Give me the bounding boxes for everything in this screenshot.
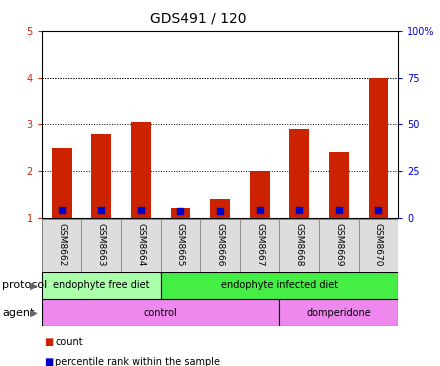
Text: GSM8667: GSM8667 [255, 223, 264, 266]
Bar [279, 219, 319, 272]
Bar [161, 219, 200, 272]
Bar [210, 199, 230, 218]
Text: GSM8666: GSM8666 [216, 223, 224, 266]
Bar [81, 219, 121, 272]
Text: endophyte free diet: endophyte free diet [53, 280, 150, 291]
Text: ▶: ▶ [30, 280, 38, 291]
Bar [359, 219, 398, 272]
Point [98, 207, 105, 213]
Bar [249, 171, 269, 218]
Bar [200, 219, 240, 272]
Text: ▶: ▶ [30, 307, 38, 318]
Bar [319, 219, 359, 272]
Bar [170, 208, 190, 218]
Text: GSM8668: GSM8668 [295, 223, 304, 266]
Bar [329, 152, 349, 218]
Text: GSM8665: GSM8665 [176, 223, 185, 266]
Text: protocol: protocol [2, 280, 48, 291]
Text: count: count [55, 337, 83, 347]
Point [137, 207, 144, 213]
Text: GSM8662: GSM8662 [57, 223, 66, 266]
Text: percentile rank within the sample: percentile rank within the sample [55, 357, 220, 366]
Text: ■: ■ [44, 357, 53, 366]
Bar [240, 219, 279, 272]
Text: GSM8664: GSM8664 [136, 223, 145, 266]
Bar [161, 272, 398, 299]
Point [375, 207, 382, 213]
Point [335, 208, 342, 213]
Text: GSM8663: GSM8663 [97, 223, 106, 266]
Point [296, 207, 303, 213]
Bar [42, 299, 279, 326]
Bar [290, 129, 309, 218]
Bar [52, 148, 72, 218]
Bar [92, 134, 111, 218]
Text: ■: ■ [44, 337, 53, 347]
Text: agent: agent [2, 307, 35, 318]
Text: endophyte infected diet: endophyte infected diet [221, 280, 338, 291]
Bar [369, 78, 389, 218]
Bar [42, 219, 81, 272]
Bar [131, 122, 150, 218]
Bar [121, 219, 161, 272]
Bar [279, 299, 398, 326]
Point [216, 208, 224, 214]
Text: GDS491 / 120: GDS491 / 120 [150, 12, 246, 26]
Bar [42, 272, 161, 299]
Text: control: control [144, 307, 177, 318]
Point [177, 208, 184, 214]
Text: GSM8669: GSM8669 [334, 223, 343, 266]
Text: GSM8670: GSM8670 [374, 223, 383, 266]
Point [256, 207, 263, 213]
Text: domperidone: domperidone [306, 307, 371, 318]
Point [58, 208, 65, 213]
